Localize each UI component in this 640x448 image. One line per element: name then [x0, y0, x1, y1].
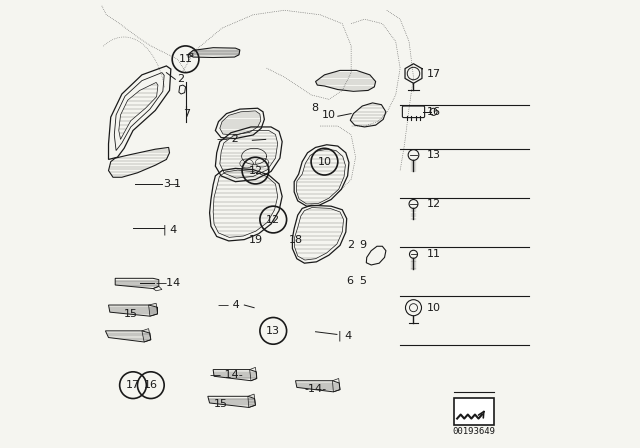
- Text: 12: 12: [266, 215, 280, 224]
- Text: 17: 17: [126, 380, 140, 390]
- Text: 2: 2: [177, 74, 184, 84]
- Text: 10: 10: [427, 303, 441, 313]
- Text: 5: 5: [359, 276, 366, 286]
- Text: — 14-: — 14-: [209, 370, 243, 380]
- Text: 11: 11: [427, 249, 441, 259]
- Text: 12: 12: [248, 166, 262, 176]
- Text: 6: 6: [347, 276, 354, 286]
- Text: 11: 11: [179, 54, 193, 64]
- Text: — 2: — 2: [217, 134, 239, 144]
- Text: 10: 10: [321, 110, 335, 120]
- Text: —: —: [168, 179, 179, 189]
- Text: | 4: | 4: [338, 330, 352, 340]
- Text: —14: —14: [156, 278, 180, 288]
- Text: 3: 3: [163, 179, 170, 189]
- Text: 9: 9: [359, 240, 366, 250]
- Text: 1: 1: [174, 179, 181, 189]
- Text: 00193649: 00193649: [452, 426, 495, 435]
- Text: 15: 15: [124, 309, 138, 319]
- Text: 19: 19: [249, 236, 263, 246]
- Text: -14-: -14-: [305, 384, 327, 394]
- FancyBboxPatch shape: [454, 398, 493, 425]
- Text: — 4: — 4: [218, 300, 239, 310]
- Text: | 4: | 4: [163, 224, 177, 235]
- Text: 2: 2: [347, 240, 354, 250]
- Text: 12: 12: [427, 199, 441, 209]
- Text: 17: 17: [427, 69, 441, 78]
- Text: 16: 16: [427, 107, 441, 117]
- Text: 10: 10: [317, 157, 332, 167]
- Text: 7: 7: [183, 108, 190, 119]
- Text: 16: 16: [144, 380, 158, 390]
- Text: 8: 8: [311, 103, 318, 113]
- Text: 18: 18: [289, 236, 303, 246]
- Text: 13: 13: [427, 150, 441, 160]
- Text: 15: 15: [214, 399, 228, 409]
- Text: 13: 13: [266, 326, 280, 336]
